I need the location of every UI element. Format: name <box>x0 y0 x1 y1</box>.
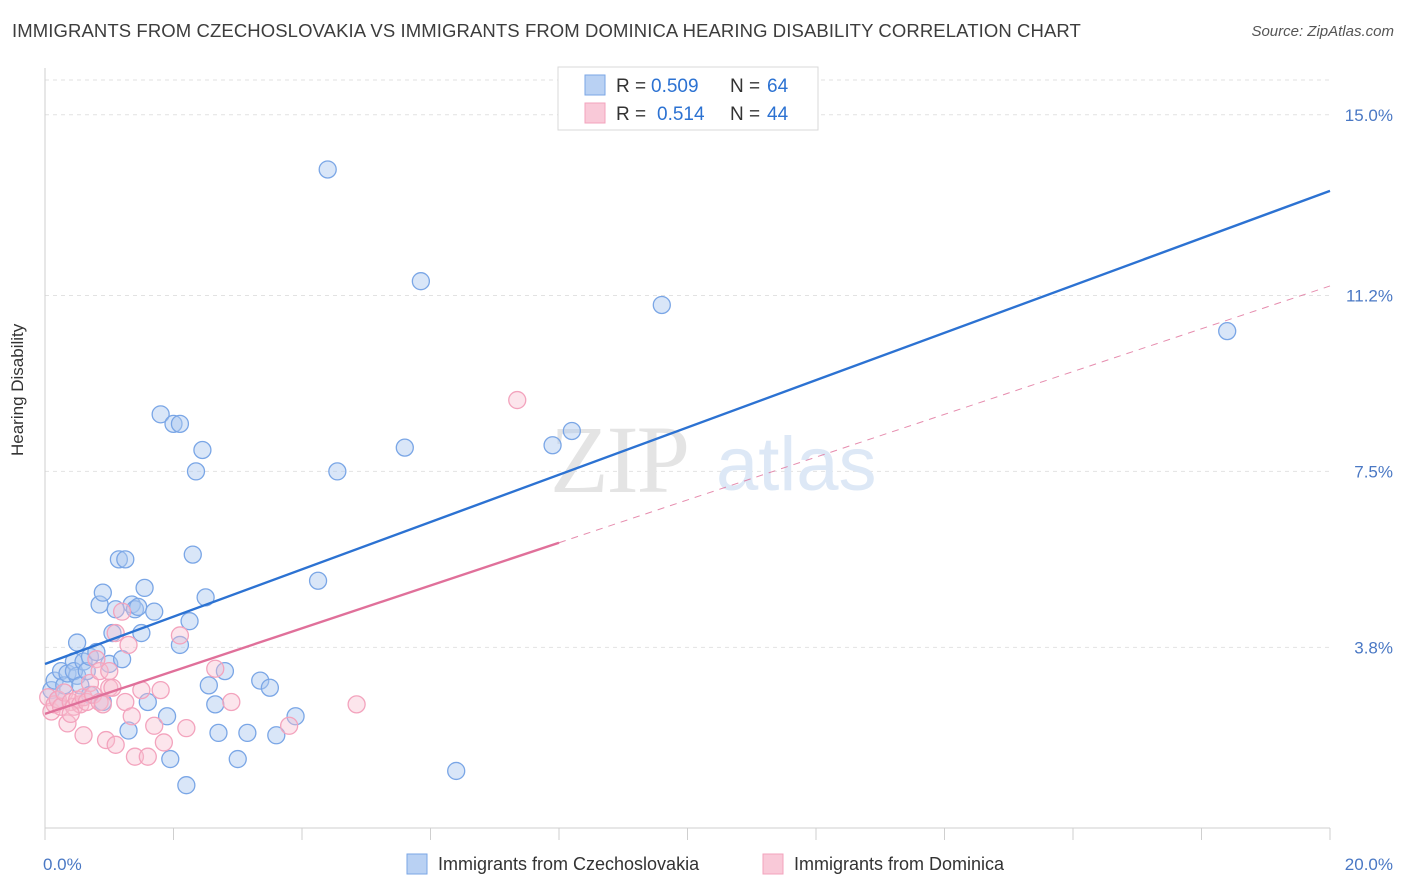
legend-r-dominica: 0.514 <box>657 104 705 125</box>
point-czechoslovakia <box>77 661 96 681</box>
source-label: Source: ZipAtlas.com <box>1251 23 1394 40</box>
point-dominica <box>122 707 141 726</box>
point-dominica <box>138 747 157 766</box>
point-dominica <box>279 716 299 735</box>
legend-n-dominica: 44 <box>767 104 789 125</box>
trend-line-dominica <box>44 541 560 716</box>
point-czechoslovakia <box>652 295 671 315</box>
legend-r-czechoslovakia: 0.509 <box>651 76 699 97</box>
point-dominica <box>119 635 138 655</box>
point-dominica <box>100 661 119 681</box>
point-czechoslovakia <box>260 678 280 697</box>
point-dominica <box>125 747 145 766</box>
x-tick-label: 0.0% <box>43 855 82 874</box>
point-czechoslovakia <box>164 414 183 433</box>
svg-text:N =: N = <box>730 76 760 97</box>
x-tick-label: 20.0% <box>1345 855 1393 874</box>
legend-bottom-swatch-dominica <box>762 853 784 875</box>
point-dominica <box>90 661 109 681</box>
point-dominica <box>96 730 116 750</box>
point-dominica <box>106 735 125 754</box>
point-czechoslovakia <box>1218 321 1237 341</box>
point-czechoslovakia <box>129 597 148 617</box>
point-dominica <box>151 680 170 700</box>
point-dominica <box>145 716 164 735</box>
point-dominica <box>93 695 112 714</box>
point-czechoslovakia <box>177 776 196 795</box>
point-dominica <box>154 733 174 752</box>
point-dominica <box>222 692 241 712</box>
legend-bottom: Immigrants from Czechoslovakia Immigrant… <box>406 853 1005 875</box>
svg-text:R =: R = <box>616 76 646 97</box>
point-dominica <box>206 659 225 678</box>
watermark-zip: ZIP <box>550 406 688 513</box>
point-czechoslovakia <box>161 749 180 769</box>
point-czechoslovakia <box>199 676 218 695</box>
legend-swatch-czechoslovakia <box>584 74 606 96</box>
legend-label-dominica: Immigrants from Dominica <box>794 854 1005 874</box>
y-tick-label: 3.8% <box>1354 638 1393 657</box>
y-tick-label: 15.0% <box>1345 106 1393 125</box>
axes <box>44 68 1331 840</box>
grid-lines <box>45 79 1330 648</box>
legend-swatch-dominica <box>584 102 606 124</box>
point-czechoslovakia <box>151 405 170 424</box>
point-dominica <box>347 695 366 714</box>
point-czechoslovakia <box>206 695 225 714</box>
point-czechoslovakia <box>145 602 164 621</box>
point-czechoslovakia <box>116 550 135 569</box>
y-tick-label: 7.5% <box>1354 462 1393 481</box>
point-czechoslovakia <box>193 440 212 460</box>
point-czechoslovakia <box>395 438 414 457</box>
point-dominica <box>112 602 132 621</box>
legend-n-czechoslovakia: 64 <box>767 76 789 97</box>
point-czechoslovakia <box>228 749 247 769</box>
y-tick-label: 11.2% <box>1346 286 1393 305</box>
svg-text:N =: N = <box>730 104 760 125</box>
tick-labels: 3.8% 7.5% 11.2% 15.0% 0.0% 20.0% <box>43 106 1393 874</box>
point-czechoslovakia <box>186 462 206 481</box>
point-czechoslovakia <box>267 726 286 745</box>
legend-bottom-swatch-czechoslovakia <box>406 853 428 875</box>
point-dominica <box>74 726 93 745</box>
point-czechoslovakia <box>308 571 328 590</box>
trend-line-dominica-extension <box>558 285 1331 544</box>
point-dominica <box>80 673 100 693</box>
point-czechoslovakia <box>543 436 562 455</box>
chart-title: IMMIGRANTS FROM CZECHOSLOVAKIA VS IMMIGR… <box>12 20 1081 41</box>
point-czechoslovakia <box>251 671 270 690</box>
point-dominica <box>508 390 527 410</box>
series-czechoslovakia-points <box>42 160 1237 795</box>
point-czechoslovakia <box>170 414 190 433</box>
point-czechoslovakia <box>562 421 581 441</box>
point-czechoslovakia <box>411 272 431 291</box>
point-czechoslovakia <box>135 578 154 598</box>
point-czechoslovakia <box>209 723 228 743</box>
point-czechoslovakia <box>318 160 337 179</box>
trend-line-czechoslovakia <box>44 189 1331 666</box>
point-czechoslovakia <box>93 583 112 602</box>
watermark-atlas: atlas <box>716 422 877 507</box>
point-czechoslovakia <box>447 761 466 781</box>
trend-lines <box>44 189 1331 716</box>
legend-top: R = 0.509 N = 64 R = 0.514 N = 44 <box>557 66 819 131</box>
svg-text:R =: R = <box>616 104 646 125</box>
point-dominica <box>177 719 196 738</box>
point-dominica <box>170 626 190 645</box>
point-czechoslovakia <box>67 633 87 652</box>
point-czechoslovakia <box>180 612 199 631</box>
legend-label-czechoslovakia: Immigrants from Czechoslovakia <box>438 854 700 874</box>
point-czechoslovakia <box>157 707 177 726</box>
point-dominica <box>87 650 106 669</box>
point-czechoslovakia <box>183 545 202 564</box>
point-czechoslovakia <box>328 462 347 481</box>
watermark: ZIP atlas <box>550 406 877 513</box>
point-czechoslovakia <box>119 721 138 740</box>
point-czechoslovakia <box>170 635 190 655</box>
point-czechoslovakia <box>109 550 129 569</box>
point-czechoslovakia <box>286 707 305 726</box>
point-czechoslovakia <box>238 723 257 743</box>
